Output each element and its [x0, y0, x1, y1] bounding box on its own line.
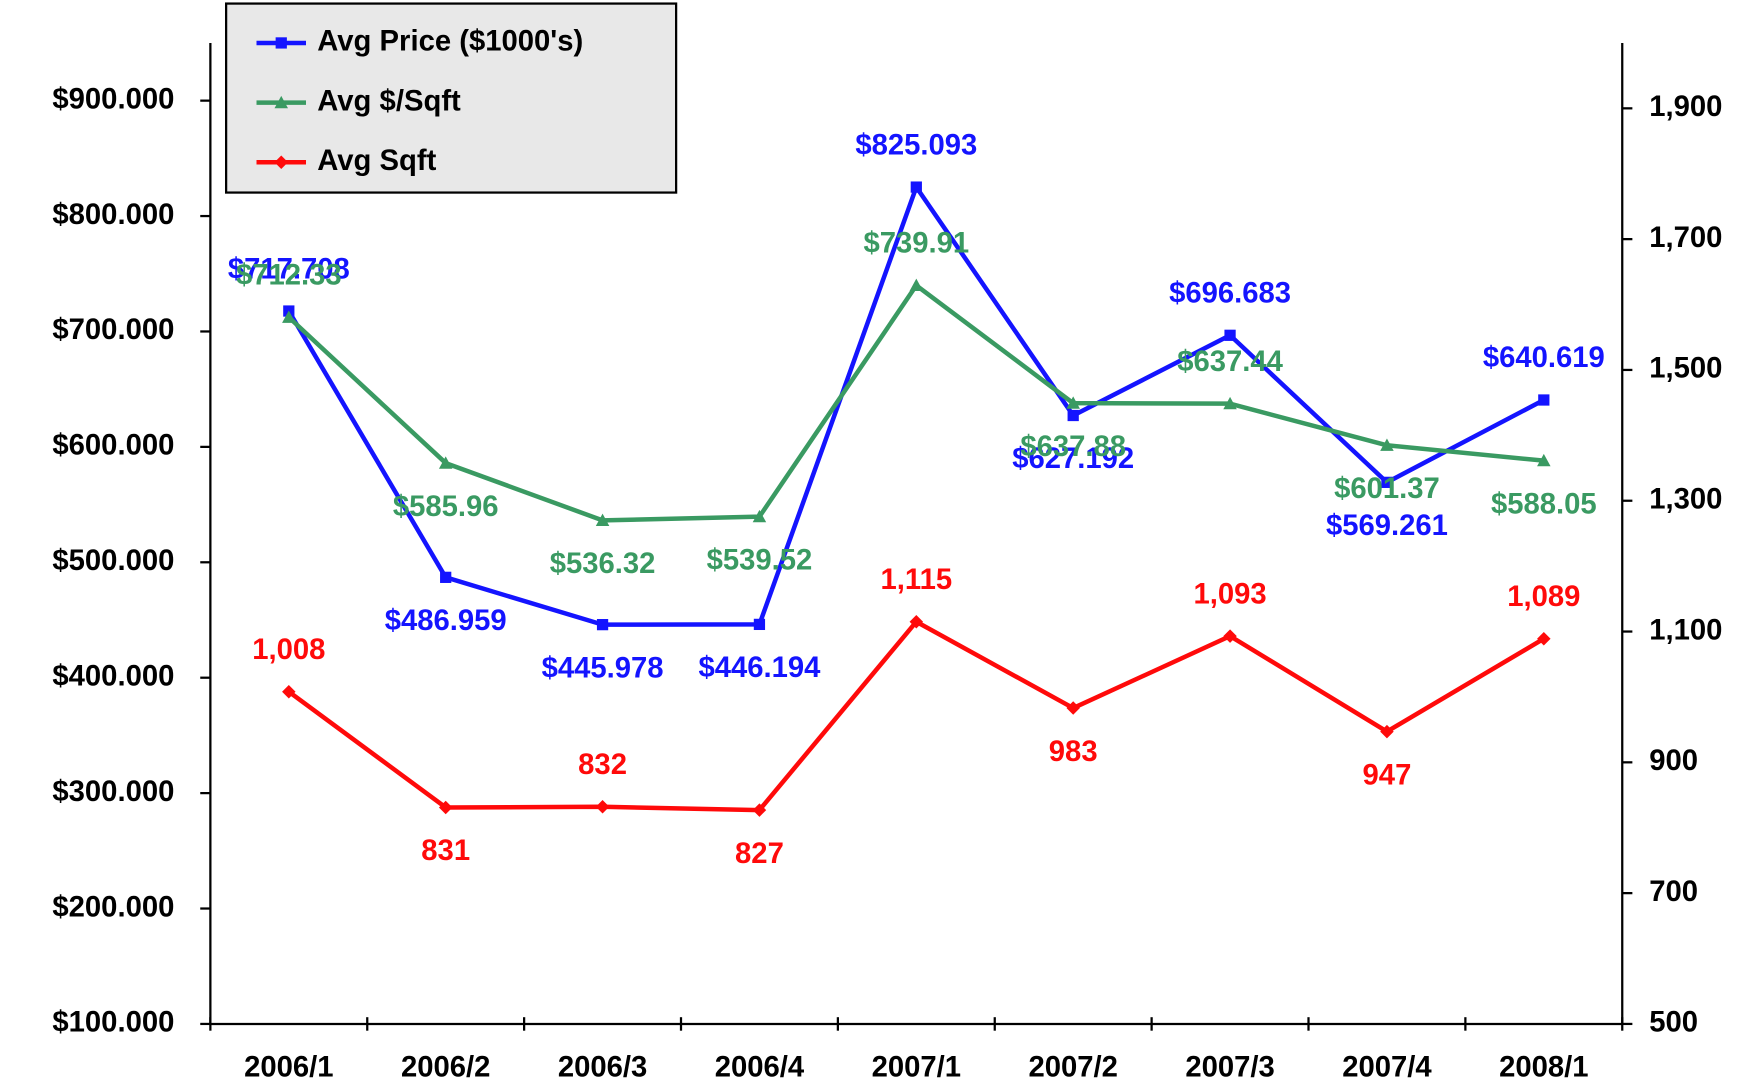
marker [909, 614, 924, 629]
marker [910, 181, 922, 193]
marker [438, 456, 453, 469]
y2-tick-label: 1,700 [1649, 222, 1722, 254]
data-label: $536.32 [550, 548, 656, 580]
marker [1537, 631, 1551, 646]
data-label: 1,089 [1507, 581, 1580, 613]
data-label: $696.683 [1169, 278, 1291, 310]
data-label: $585.96 [393, 491, 499, 523]
marker [275, 37, 287, 49]
x-tick-label: 2007/2 [1028, 1052, 1117, 1084]
legend-label: Avg Sqft [317, 145, 436, 177]
x-tick-label: 2006/2 [401, 1052, 490, 1084]
marker [595, 513, 610, 526]
marker [1067, 409, 1079, 422]
y-tick-label: $400.000 [52, 660, 174, 692]
data-label: $717.708 [228, 253, 350, 285]
y-tick-label: $300.000 [52, 776, 174, 808]
y2-tick-label: 1,900 [1649, 91, 1722, 123]
marker [440, 571, 452, 583]
data-label: 983 [1049, 736, 1098, 768]
marker [1381, 476, 1393, 488]
y2-tick-label: 500 [1649, 1007, 1698, 1039]
x-tick-label: 2007/4 [1342, 1052, 1432, 1084]
y2-tick-label: 700 [1649, 876, 1698, 908]
y2-tick-label: 1,500 [1649, 353, 1722, 385]
marker [1223, 629, 1237, 643]
x-tick-label: 2006/3 [558, 1052, 647, 1084]
y2-tick-label: 900 [1649, 745, 1698, 777]
marker [274, 95, 288, 109]
data-label: $640.619 [1483, 342, 1605, 374]
marker [1224, 329, 1236, 341]
legend: Avg Price ($1000's) Avg $/Sqft Avg Sqft [225, 2, 678, 194]
data-label: $601.37 [1334, 473, 1440, 505]
marker [595, 800, 610, 814]
data-label: $825.093 [855, 129, 977, 161]
y-tick-label: $500.000 [52, 545, 174, 577]
legend-label: Avg $/Sqft [317, 85, 461, 117]
data-label: $637.88 [1020, 431, 1126, 463]
data-label: $588.05 [1491, 488, 1597, 520]
data-label: $446.194 [698, 652, 821, 684]
y2-tick-label: 1,100 [1649, 614, 1722, 646]
marker [1380, 438, 1394, 451]
x-tick-label: 2007/3 [1185, 1052, 1274, 1084]
legend-label: Avg Price ($1000's) [317, 26, 583, 58]
x-tick-label: 2006/4 [715, 1052, 805, 1084]
marker [1380, 724, 1394, 739]
data-label: 1,008 [252, 634, 325, 666]
y-tick-label: $800.000 [52, 199, 174, 231]
data-label: $739.91 [863, 228, 969, 260]
marker [596, 619, 609, 631]
data-label: $712.33 [236, 259, 342, 291]
marker [1538, 394, 1550, 406]
data-label: 1,093 [1193, 578, 1266, 610]
y-tick-label: $200.000 [52, 891, 174, 923]
series-line [287, 619, 1545, 813]
data-label: 947 [1363, 759, 1412, 791]
marker [753, 618, 766, 631]
data-label: 831 [421, 835, 470, 867]
data-label: $569.261 [1326, 510, 1448, 542]
marker [752, 803, 767, 817]
data-label: $627.192 [1012, 443, 1134, 475]
marker [752, 509, 767, 523]
marker [909, 278, 924, 292]
y-tick-label: $100.000 [52, 1007, 174, 1039]
data-label: $486.959 [385, 605, 507, 637]
marker [1066, 701, 1080, 715]
y-tick-label: $600.000 [52, 430, 174, 462]
y-tick-label: $900.000 [52, 83, 174, 115]
data-label: $539.52 [707, 544, 813, 576]
data-label: 832 [578, 749, 627, 781]
marker [438, 800, 453, 815]
x-tick-label: 2007/1 [872, 1052, 961, 1084]
y-tick-label: $700.000 [52, 314, 174, 346]
data-label: 1,115 [881, 564, 953, 596]
marker [282, 310, 296, 323]
x-tick-label: 2006/1 [244, 1052, 333, 1084]
x-tick-label: 2008/1 [1499, 1052, 1588, 1084]
y2-tick-label: 1,300 [1649, 483, 1722, 515]
marker [274, 155, 288, 169]
data-label: 827 [735, 838, 784, 870]
marker [1537, 453, 1551, 467]
marker [282, 684, 296, 699]
marker [1223, 396, 1237, 410]
marker [1066, 396, 1080, 409]
data-label: $445.978 [542, 652, 664, 684]
data-label: $637.44 [1177, 346, 1283, 378]
